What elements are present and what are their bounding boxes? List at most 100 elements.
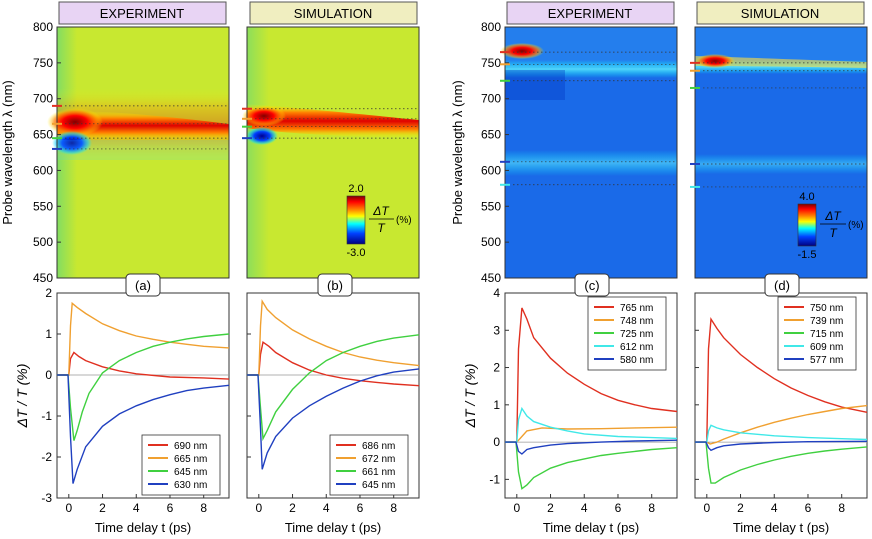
map-experiment-right-ytick-label: 550 bbox=[481, 199, 501, 213]
plot-d-series-line bbox=[695, 316, 868, 443]
plot-c: 0 2 4 6 8 Time delay t (ps) -1 0 1 2 3 4 ΔT / T (%) 7… bbox=[462, 286, 678, 535]
map-experiment-left-axes: 450 500 550 600 650 700 750 800 Probe wavelength… bbox=[0, 20, 230, 285]
map-experiment-right-axes: 450 500 550 600 650 700 750 800 Probe wavelength… bbox=[450, 20, 678, 285]
plot-a-xtick-label: 2 bbox=[99, 501, 106, 515]
map-experiment-left-ytick-label: 750 bbox=[33, 56, 53, 70]
plot-c-series-line bbox=[505, 426, 678, 443]
plot-a-xtick-label: 8 bbox=[200, 501, 207, 515]
header-tag-simulation-right: SIMULATION bbox=[696, 1, 865, 25]
plot-a: 0 2 4 6 8 Time delay t (ps) -3 -2 -1 0 1 2 ΔT / T (%… bbox=[14, 286, 230, 535]
plot-a-xtick-label: 6 bbox=[167, 501, 174, 515]
plot-c-legend-label: 748 nm bbox=[620, 316, 653, 327]
plot-c-series-line bbox=[505, 406, 678, 443]
header-tag-experiment-left: EXPERIMENT bbox=[58, 1, 227, 25]
plot-b-series-line bbox=[247, 341, 420, 387]
plot-a-legend-label: 630 nm bbox=[174, 480, 207, 491]
heatmap-experiment-left bbox=[47, 27, 229, 278]
map-experiment-left-ytick-label: 500 bbox=[33, 235, 53, 249]
plot-d-legend: 750 nm 739 nm 715 nm 609 nm 577 nm bbox=[777, 296, 857, 371]
colorbar-right-min: -1.5 bbox=[798, 249, 817, 261]
plot-d-legend-label: 715 nm bbox=[810, 329, 843, 340]
map-simulation-right-axes bbox=[690, 26, 868, 279]
colorbar-left-max: 2.0 bbox=[348, 183, 363, 195]
svg-text:EXPERIMENT: EXPERIMENT bbox=[100, 6, 185, 21]
map-experiment-left-ytick-label: 450 bbox=[33, 271, 53, 285]
plot-b-legend-label: 686 nm bbox=[362, 441, 395, 452]
header-tag-experiment-right: EXPERIMENT bbox=[506, 1, 675, 25]
plot-c-ytick-label: 3 bbox=[493, 323, 500, 337]
plot-c-xtick-label: 4 bbox=[581, 501, 588, 515]
heatmap-simulation-left bbox=[242, 27, 419, 278]
plot-c-xtick-label: 8 bbox=[648, 501, 655, 515]
plot-a-legend: 690 nm 665 nm 645 nm 630 nm bbox=[141, 434, 221, 496]
plot-d-xtick-label: 0 bbox=[703, 501, 710, 515]
plot-a-series-line bbox=[57, 374, 230, 484]
map-experiment-right-ytick-label: 800 bbox=[481, 20, 501, 34]
heatmap-simulation-right bbox=[695, 27, 867, 278]
plot-a-ytick-label: 2 bbox=[45, 286, 52, 300]
svg-text:(%): (%) bbox=[396, 215, 412, 226]
svg-text:(d): (d) bbox=[774, 278, 790, 293]
map-experiment-left-ytick-label: 550 bbox=[33, 199, 53, 213]
plot-c-legend-label: 725 nm bbox=[620, 329, 653, 340]
plot-d-xtick-label: 6 bbox=[805, 501, 812, 515]
plot-d-legend-label: 739 nm bbox=[810, 316, 843, 327]
plot-c-xlabel: Time delay t (ps) bbox=[543, 520, 639, 535]
plot-b-series-line bbox=[247, 334, 420, 442]
plot-a-legend-label: 665 nm bbox=[174, 454, 207, 465]
plot-b-xtick-label: 6 bbox=[357, 501, 364, 515]
plot-c-legend: 765 nm 748 nm 725 nm 612 nm 580 nm bbox=[587, 296, 667, 371]
plot-a-xtick-label: 4 bbox=[133, 501, 140, 515]
plot-d-series-line bbox=[695, 440, 868, 452]
plot-a-legend-label: 690 nm bbox=[174, 441, 207, 452]
plot-d-legend-label: 750 nm bbox=[810, 303, 843, 314]
plot-a-series-line bbox=[57, 351, 230, 380]
svg-text:T: T bbox=[829, 226, 838, 240]
plot-b-xtick-label: 0 bbox=[255, 501, 262, 515]
plot-b-series-line bbox=[247, 368, 420, 470]
header-tag-simulation-left: SIMULATION bbox=[249, 1, 418, 25]
svg-text:SIMULATION: SIMULATION bbox=[741, 6, 820, 21]
plot-d-series-line bbox=[695, 424, 868, 443]
plot-c-series-line bbox=[505, 307, 678, 443]
colorbar-left: 2.0 -3.0 ΔT T (%) bbox=[347, 183, 412, 259]
colorbar-right-max: 4.0 bbox=[799, 191, 814, 203]
svg-text:(%): (%) bbox=[848, 220, 864, 231]
map-experiment-right-ytick-label: 600 bbox=[481, 163, 501, 177]
plot-b-legend-label: 672 nm bbox=[362, 454, 395, 465]
plot-c-ytick-label: 0 bbox=[493, 435, 500, 449]
svg-text:(a): (a) bbox=[135, 278, 151, 293]
map-experiment-left-ytick-label: 650 bbox=[33, 128, 53, 142]
plot-b-xtick-label: 8 bbox=[390, 501, 397, 515]
svg-text:SIMULATION: SIMULATION bbox=[294, 6, 373, 21]
plot-c-xtick-label: 6 bbox=[615, 501, 622, 515]
panel-label-d: (d) bbox=[764, 273, 800, 297]
plot-a-legend-label: 645 nm bbox=[174, 467, 207, 478]
plot-c-ylabel: ΔT / T (%) bbox=[462, 364, 478, 429]
plot-a-series-line bbox=[57, 301, 230, 376]
colorbar-right: 4.0 -1.5 ΔT T (%) bbox=[798, 191, 864, 261]
map-experiment-left-ytick-label: 700 bbox=[33, 92, 53, 106]
plot-c-legend-label: 765 nm bbox=[620, 303, 653, 314]
map-experiment-right-ytick-label: 700 bbox=[481, 92, 501, 106]
map-experiment-right-ylabel: Probe wavelength λ (nm) bbox=[450, 80, 465, 225]
plot-a-ylabel: ΔT / T (%) bbox=[14, 364, 30, 429]
plot-a-ytick-label: 1 bbox=[45, 327, 52, 341]
map-experiment-left-ytick-label: 800 bbox=[33, 20, 53, 34]
plot-a-series-line bbox=[57, 333, 230, 441]
plot-c-legend-label: 612 nm bbox=[620, 342, 653, 353]
plot-a-xtick-label: 0 bbox=[65, 501, 72, 515]
svg-text:T: T bbox=[377, 221, 386, 235]
map-experiment-right-ytick-label: 650 bbox=[481, 128, 501, 142]
colorbar-left-min: -3.0 bbox=[347, 247, 366, 259]
svg-text:(c): (c) bbox=[584, 278, 599, 293]
plot-a-ytick-label: -1 bbox=[41, 409, 52, 423]
plot-b-xtick-label: 4 bbox=[323, 501, 330, 515]
panel-label-b: (b) bbox=[317, 273, 353, 297]
map-experiment-right-ytick-label: 500 bbox=[481, 235, 501, 249]
svg-text:EXPERIMENT: EXPERIMENT bbox=[548, 6, 633, 21]
plot-a-ytick-label: -2 bbox=[41, 450, 52, 464]
svg-text:(b): (b) bbox=[327, 278, 343, 293]
plot-b-xtick-label: 2 bbox=[289, 501, 296, 515]
